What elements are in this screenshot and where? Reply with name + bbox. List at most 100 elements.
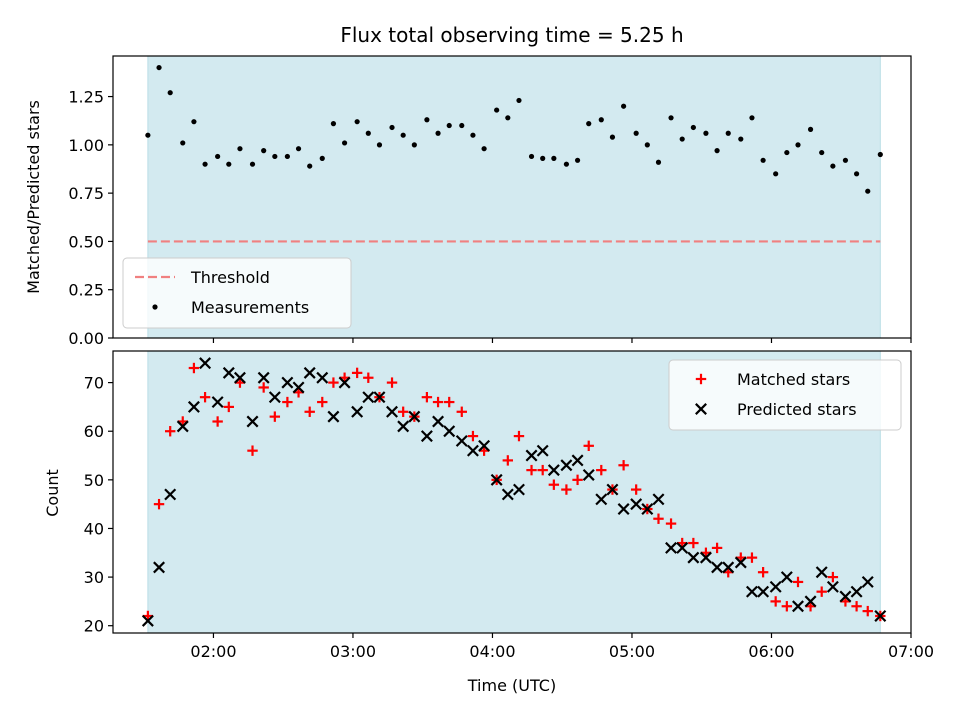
top-y-tick-label: 0.50	[68, 232, 104, 251]
data-point	[341, 140, 348, 146]
data-point	[804, 595, 817, 608]
legend-marker-swatch	[695, 373, 707, 385]
data-point	[792, 600, 804, 613]
data-point	[362, 391, 375, 404]
data-point	[258, 382, 269, 393]
top-y-tick-label: 0.75	[68, 184, 104, 203]
data-point	[807, 126, 814, 132]
data-point	[446, 122, 452, 129]
data-point	[316, 371, 329, 384]
data-point	[830, 163, 836, 169]
data-point	[757, 567, 769, 578]
data-point	[397, 420, 410, 433]
data-point	[561, 484, 572, 495]
data-point	[714, 148, 720, 154]
data-point	[389, 124, 395, 131]
data-point	[644, 142, 650, 148]
data-point	[618, 460, 629, 471]
data-point	[687, 551, 700, 564]
x-tick-label: 07:00	[888, 642, 934, 661]
data-point	[424, 117, 430, 123]
data-point	[249, 161, 256, 167]
data-point	[595, 493, 608, 506]
data-point	[443, 425, 456, 438]
data-point	[164, 488, 177, 501]
data-point	[528, 153, 535, 160]
data-point	[211, 396, 224, 409]
data-point	[282, 396, 293, 408]
data-point	[850, 585, 863, 598]
data-point	[652, 493, 665, 506]
data-point	[537, 464, 548, 476]
count-panel: Count 20 30 40 50 60 70 02:00 03:00 04:00 05:00 06…	[43, 350, 934, 661]
data-point	[295, 146, 302, 152]
ratio-panel: Matched/Predicted stars 0.00 0.25 0.50 0.75…	[24, 55, 912, 348]
data-point	[145, 132, 151, 138]
data-point	[202, 161, 208, 167]
data-point	[470, 132, 476, 138]
data-point	[665, 518, 677, 529]
data-point	[411, 142, 417, 148]
data-point	[665, 541, 678, 554]
data-point	[760, 157, 766, 163]
data-point	[513, 430, 525, 442]
bottom-y-tick-label: 40	[84, 519, 104, 538]
data-point	[877, 151, 883, 158]
data-point	[199, 391, 211, 403]
data-point	[354, 119, 360, 125]
data-point	[191, 119, 197, 125]
data-point	[444, 396, 455, 408]
data-point	[233, 371, 246, 384]
data-point	[455, 434, 468, 447]
data-point	[630, 484, 642, 495]
data-point	[153, 561, 166, 574]
data-point	[351, 367, 363, 379]
data-point	[853, 171, 860, 177]
data-point	[839, 590, 852, 603]
data-point	[237, 146, 243, 152]
data-point	[397, 406, 409, 417]
data-point	[365, 130, 371, 136]
bottom-series-0	[142, 362, 886, 622]
data-point	[582, 469, 595, 481]
data-point	[688, 537, 699, 549]
data-point	[176, 420, 189, 433]
data-point	[865, 188, 871, 194]
data-point	[494, 107, 500, 113]
top-legend-box	[122, 257, 352, 329]
data-point	[167, 90, 173, 96]
data-point	[257, 371, 270, 384]
data-point	[668, 115, 674, 121]
data-point	[851, 601, 862, 612]
data-point	[212, 416, 223, 427]
data-point	[655, 159, 662, 165]
data-point	[478, 439, 491, 452]
data-point	[551, 155, 557, 161]
data-point	[420, 430, 433, 443]
data-point	[746, 552, 758, 563]
data-point	[505, 115, 511, 121]
data-point	[432, 415, 445, 428]
data-point	[459, 122, 465, 129]
bottom-plot-frame	[112, 350, 912, 634]
bottom-legend: Matched stars Predicted stars	[668, 359, 902, 431]
data-point	[516, 97, 522, 104]
data-point	[269, 411, 281, 422]
data-point	[547, 464, 560, 477]
data-point	[501, 488, 514, 501]
data-point	[699, 551, 712, 564]
legend-marker-swatch	[152, 304, 158, 310]
data-point	[795, 142, 801, 148]
legend-label: Predicted stars	[737, 400, 857, 419]
x-tick-label: 06:00	[748, 642, 794, 661]
top-y-tick-label: 1.25	[68, 88, 104, 107]
top-y-tick-label: 0.25	[68, 281, 104, 300]
data-point	[284, 153, 290, 160]
bottom-y-tick-label: 70	[84, 374, 104, 393]
data-point	[512, 483, 525, 496]
data-point	[400, 132, 406, 138]
data-point	[548, 479, 560, 490]
data-point	[141, 614, 154, 627]
data-point	[815, 566, 828, 579]
